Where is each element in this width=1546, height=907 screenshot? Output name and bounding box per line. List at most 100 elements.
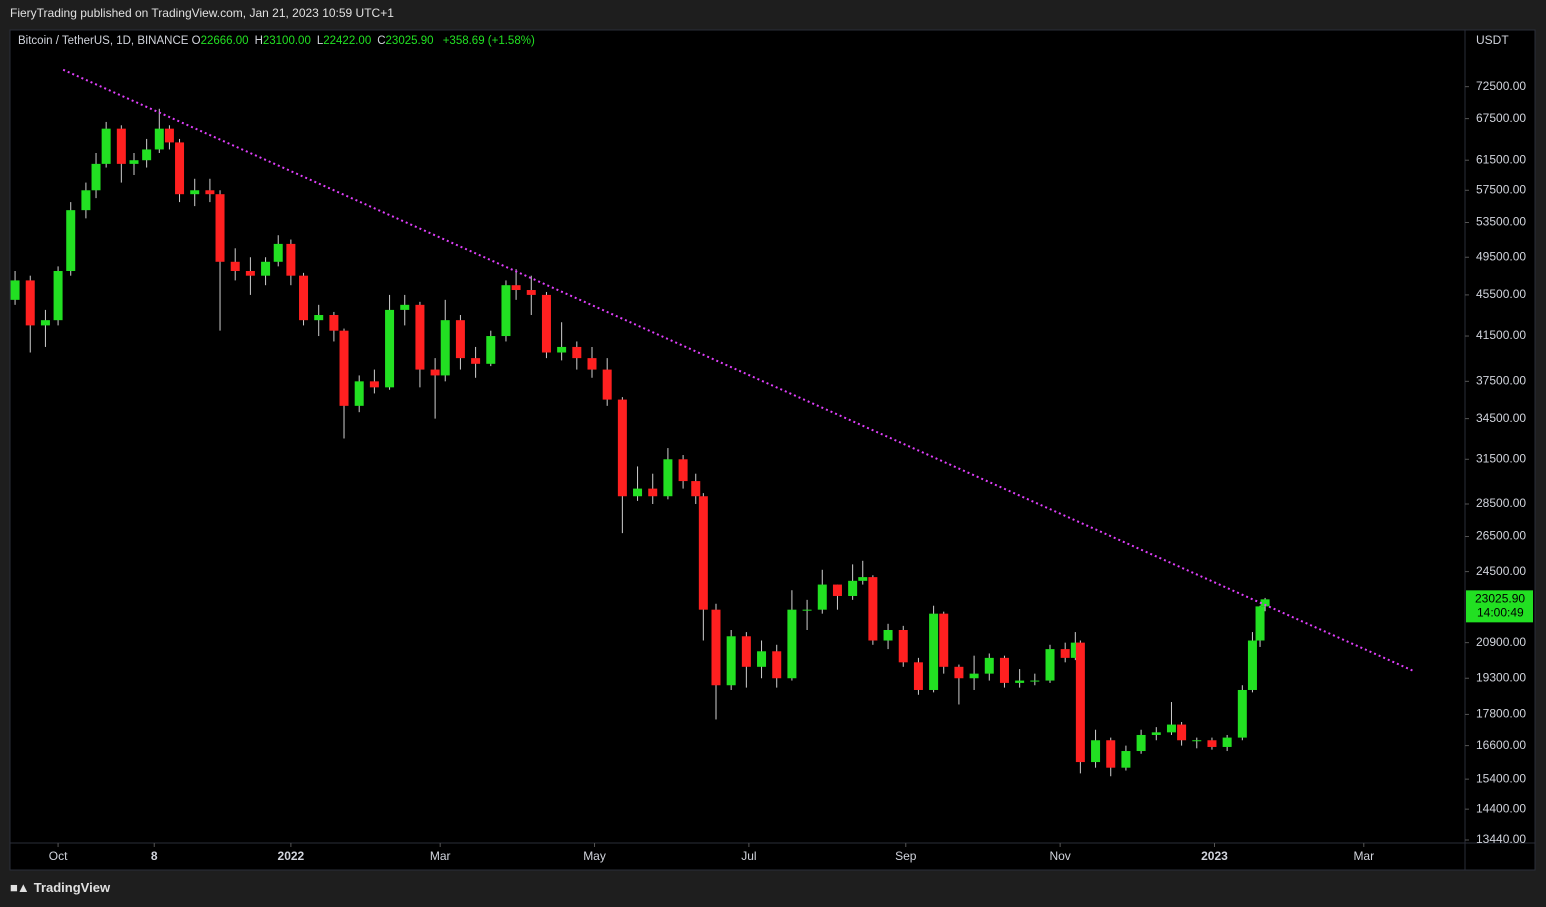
candle-body bbox=[541, 294, 551, 353]
candle-body bbox=[817, 584, 827, 610]
candle-body bbox=[984, 657, 994, 674]
symbol-header: Bitcoin / TetherUS, 1D, BINANCE O22666.0… bbox=[18, 35, 541, 47]
candle-body bbox=[415, 304, 425, 370]
candle-body bbox=[53, 271, 63, 321]
candle-body bbox=[648, 488, 658, 497]
ohlc: O22666.00 H23100.00 L22422.00 C23025.90 bbox=[192, 35, 440, 47]
candle-body bbox=[939, 613, 949, 667]
candle-body bbox=[81, 190, 91, 211]
y-tick-label: 45500.00 bbox=[1476, 287, 1526, 301]
candle-body bbox=[440, 320, 450, 376]
y-tick-label: 28500.00 bbox=[1476, 496, 1526, 510]
x-tick-label: 2022 bbox=[278, 849, 305, 863]
candle-body bbox=[261, 261, 271, 276]
candle-body bbox=[602, 369, 612, 400]
candle-body bbox=[486, 336, 496, 364]
x-tick-label: May bbox=[583, 849, 606, 863]
candle-body bbox=[1207, 740, 1217, 747]
last-price-box bbox=[1466, 590, 1533, 623]
candle-body bbox=[698, 496, 708, 610]
y-tick-label: 13440.00 bbox=[1476, 832, 1526, 846]
brand-icon: ■▲ bbox=[10, 880, 30, 895]
candle-body bbox=[526, 290, 536, 295]
y-tick-label: 53500.00 bbox=[1476, 215, 1526, 229]
candle-body bbox=[1237, 689, 1247, 738]
ohlc-value: 23025.90 bbox=[385, 35, 434, 47]
y-tick-label: 17800.00 bbox=[1476, 707, 1526, 721]
candle-body bbox=[10, 280, 20, 300]
candle-body bbox=[154, 128, 164, 150]
candle-body bbox=[299, 275, 309, 321]
ohlc-value: 22666.00 bbox=[200, 35, 249, 47]
y-tick-label: 34500.00 bbox=[1476, 411, 1526, 425]
y-tick-label: 49500.00 bbox=[1476, 249, 1526, 263]
ohlc-key: H bbox=[254, 35, 263, 47]
candle-body bbox=[1192, 740, 1202, 742]
x-tick-label: Sep bbox=[895, 849, 917, 863]
candle-body bbox=[339, 330, 349, 406]
candle-body bbox=[802, 609, 812, 611]
x-tick-label: Oct bbox=[49, 849, 68, 863]
candle-body bbox=[273, 243, 283, 262]
countdown: 14:00:49 bbox=[1477, 606, 1524, 620]
ohlc-key: C bbox=[377, 35, 386, 47]
y-tick-label: 19300.00 bbox=[1476, 670, 1526, 684]
candle-body bbox=[91, 163, 101, 191]
candle-body bbox=[1247, 640, 1257, 690]
candle-body bbox=[329, 315, 339, 331]
x-tick-label: 8 bbox=[151, 849, 158, 863]
y-tick-label: 14400.00 bbox=[1476, 801, 1526, 815]
candle-body bbox=[205, 190, 215, 195]
candle-body bbox=[1151, 732, 1161, 735]
candle-body bbox=[1222, 737, 1232, 747]
candle-body bbox=[116, 128, 126, 164]
candle-body bbox=[501, 285, 511, 337]
candle-body bbox=[286, 243, 296, 276]
candle-body bbox=[471, 358, 481, 364]
y-tick-label: 41500.00 bbox=[1476, 328, 1526, 342]
candle-body bbox=[1255, 606, 1265, 641]
y-tick-label: 67500.00 bbox=[1476, 111, 1526, 125]
candle-body bbox=[757, 651, 767, 667]
candle-body bbox=[175, 142, 185, 195]
candle-body bbox=[587, 358, 597, 370]
candle-body bbox=[572, 346, 582, 359]
candle-body bbox=[1015, 680, 1025, 683]
candle-body bbox=[929, 613, 939, 690]
candle-body bbox=[832, 584, 842, 596]
y-tick-label: 37500.00 bbox=[1476, 374, 1526, 388]
candle-body bbox=[1060, 649, 1070, 658]
candle-body bbox=[142, 149, 152, 161]
x-tick-label: Mar bbox=[1353, 849, 1374, 863]
candle-body bbox=[215, 194, 225, 262]
candle-body bbox=[1106, 740, 1116, 768]
candle-body bbox=[1121, 751, 1131, 768]
candle-body bbox=[1091, 740, 1101, 763]
currency-label: USDT bbox=[1476, 33, 1509, 47]
candle-body bbox=[691, 481, 701, 497]
candle-body bbox=[969, 673, 979, 679]
candle-body bbox=[101, 128, 111, 164]
ohlc-key: O bbox=[191, 35, 201, 47]
candle-body bbox=[883, 629, 893, 641]
candle-body bbox=[1075, 642, 1085, 763]
ohlc-value: 23100.00 bbox=[262, 35, 311, 47]
candle-body bbox=[913, 662, 923, 690]
last-price-label: 23025.90 bbox=[1475, 592, 1525, 606]
candle-body bbox=[25, 280, 35, 326]
ohlc-value: 22422.00 bbox=[323, 35, 372, 47]
trend-line bbox=[62, 68, 1415, 673]
candle-body bbox=[190, 190, 200, 195]
candle-body bbox=[726, 636, 736, 686]
candle-body bbox=[772, 651, 782, 679]
candle-body bbox=[1045, 649, 1055, 681]
candle-body bbox=[369, 381, 379, 388]
candle-body bbox=[230, 261, 240, 272]
symbol: Bitcoin / TetherUS, 1D, BINANCE bbox=[18, 35, 189, 47]
candle-body bbox=[663, 459, 673, 497]
candle-body bbox=[787, 609, 797, 679]
x-tick-label: Jul bbox=[741, 849, 756, 863]
candle-body bbox=[868, 577, 878, 641]
